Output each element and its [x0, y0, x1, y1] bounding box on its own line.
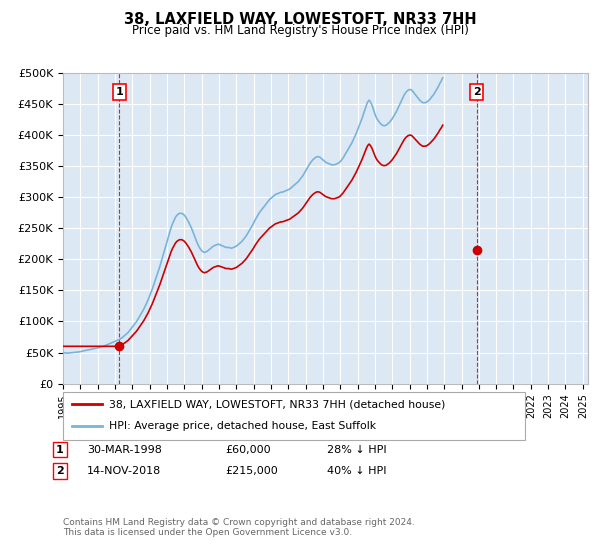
Text: 30-MAR-1998: 30-MAR-1998 [87, 445, 162, 455]
Text: HPI: Average price, detached house, East Suffolk: HPI: Average price, detached house, East… [109, 421, 376, 431]
Text: 1: 1 [115, 87, 123, 97]
Text: £215,000: £215,000 [225, 466, 278, 476]
Text: 2: 2 [473, 87, 481, 97]
Text: 1: 1 [56, 445, 64, 455]
Text: 28% ↓ HPI: 28% ↓ HPI [327, 445, 386, 455]
Text: 14-NOV-2018: 14-NOV-2018 [87, 466, 161, 476]
Text: 40% ↓ HPI: 40% ↓ HPI [327, 466, 386, 476]
Text: Contains HM Land Registry data © Crown copyright and database right 2024.
This d: Contains HM Land Registry data © Crown c… [63, 518, 415, 538]
Text: Price paid vs. HM Land Registry's House Price Index (HPI): Price paid vs. HM Land Registry's House … [131, 24, 469, 37]
Text: £60,000: £60,000 [225, 445, 271, 455]
Text: 38, LAXFIELD WAY, LOWESTOFT, NR33 7HH (detached house): 38, LAXFIELD WAY, LOWESTOFT, NR33 7HH (d… [109, 399, 446, 409]
Text: 2: 2 [56, 466, 64, 476]
Text: 38, LAXFIELD WAY, LOWESTOFT, NR33 7HH: 38, LAXFIELD WAY, LOWESTOFT, NR33 7HH [124, 12, 476, 27]
